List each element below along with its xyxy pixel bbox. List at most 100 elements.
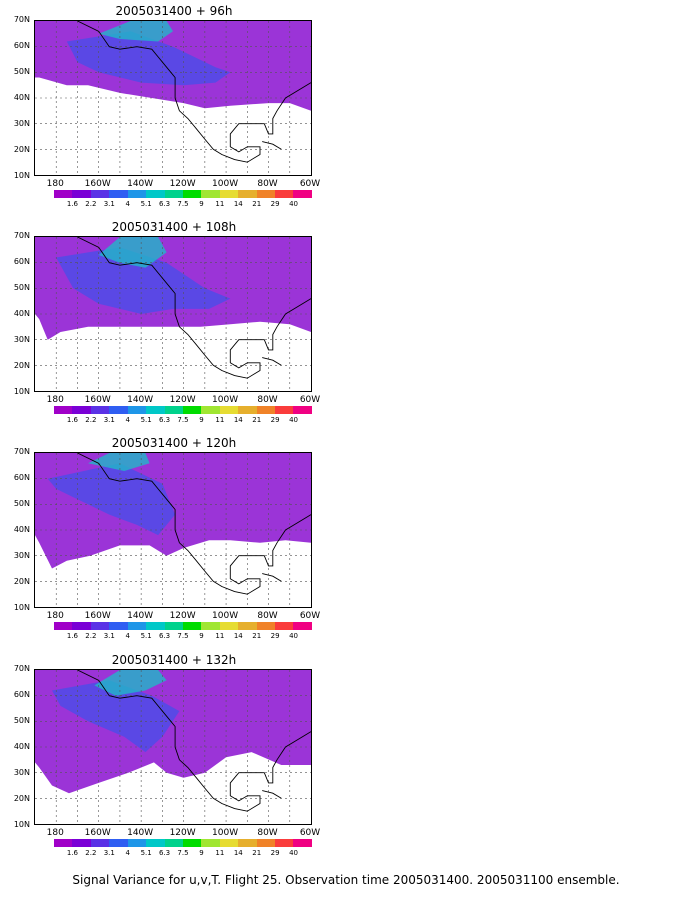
colorbar-label: 29 <box>270 849 280 857</box>
colorbar-label: 2.2 <box>85 849 97 857</box>
colorbar-swatch <box>54 190 73 198</box>
colorbar <box>54 839 312 847</box>
map-plot <box>35 237 311 391</box>
lon-tick-label: 80W <box>257 828 278 838</box>
variance-map <box>34 236 312 392</box>
colorbar-swatch <box>127 839 147 847</box>
island-outline <box>262 141 282 150</box>
colorbar-label: 11 <box>215 200 225 208</box>
lat-tick-label: 60N <box>13 41 30 50</box>
colorbar-label: 1.6 <box>66 416 78 424</box>
map-panel: 2005031400 + 108h 70N 60N 50N 40N 30N 20N 10N 18… <box>0 220 340 435</box>
colorbar-label: 9 <box>199 200 204 208</box>
lon-tick-label: 120W <box>169 611 196 621</box>
coastline <box>77 237 311 379</box>
colorbar-swatch <box>109 622 128 630</box>
colorbar-label: 9 <box>199 632 204 640</box>
colorbar-label: 5.1 <box>140 416 152 424</box>
panel-title: 2005031400 + 108h <box>111 220 237 234</box>
coastline <box>77 670 311 812</box>
colorbar-swatch <box>182 190 202 198</box>
colorbar-swatch <box>201 406 220 414</box>
colorbar-swatch <box>164 190 183 198</box>
colorbar-label: 5.1 <box>140 632 152 640</box>
colorbar-swatch <box>54 839 73 847</box>
colorbar-swatch <box>219 622 239 630</box>
colorbar-swatch <box>201 190 220 198</box>
lat-tick-label: 20N <box>13 145 30 154</box>
colorbar-swatch <box>90 622 110 630</box>
panel-title: 2005031400 + 132h <box>111 653 237 667</box>
colorbar-label: 11 <box>215 632 225 640</box>
colorbar-swatch <box>109 406 128 414</box>
colorbar-swatch <box>72 622 91 630</box>
colorbar-swatch <box>256 406 276 414</box>
lon-tick-label: 100W <box>212 828 239 838</box>
colorbar-label: 21 <box>252 849 262 857</box>
lon-tick-label: 60W <box>299 611 321 621</box>
colorbar-swatch <box>293 839 312 847</box>
colorbar-swatch <box>72 839 91 847</box>
colorbar-swatch <box>275 190 294 198</box>
colorbar-label: 9 <box>199 416 204 424</box>
lon-tick-label: 160W <box>84 828 111 838</box>
colorbar-swatch <box>256 839 276 847</box>
colorbar-label: 11 <box>215 849 225 857</box>
lon-tick-label: 180 <box>46 828 64 838</box>
lon-tick-label: 120W <box>169 179 196 189</box>
colorbar <box>54 622 312 630</box>
variance-map <box>34 20 312 176</box>
colorbar-swatch <box>146 839 165 847</box>
colorbar-label: 21 <box>252 632 262 640</box>
colorbar-label: 2.2 <box>85 416 97 424</box>
lat-tick-label: 70N <box>13 664 30 673</box>
island-outline <box>262 357 282 366</box>
colorbar <box>54 406 312 414</box>
lat-tick-label: 40N <box>13 93 30 102</box>
lat-tick-label: 10N <box>13 820 30 829</box>
lat-tick-label: 70N <box>13 447 30 456</box>
colorbar-swatch <box>127 622 147 630</box>
panel-title: 2005031400 + 120h <box>111 436 237 450</box>
colorbar-swatch <box>275 406 294 414</box>
colorbar-label: 3.1 <box>103 849 115 857</box>
lat-tick-label: 10N <box>13 171 30 180</box>
colorbar-label: 6.3 <box>158 632 171 640</box>
lat-tick-label: 60N <box>13 473 30 482</box>
colorbar-swatch <box>201 622 220 630</box>
lon-tick-label: 80W <box>257 179 278 189</box>
cyan-variance-field <box>94 670 167 696</box>
lat-tick-label: 50N <box>13 499 30 508</box>
panel-title: 2005031400 + 96h <box>115 4 233 18</box>
lat-tick-label: 70N <box>13 231 30 240</box>
colorbar-swatch <box>219 190 239 198</box>
lon-tick-label: 80W <box>257 395 278 405</box>
map-plot <box>35 453 311 607</box>
lat-tick-label: 10N <box>13 387 30 396</box>
colorbar-label: 21 <box>252 200 262 208</box>
colorbar <box>54 190 312 198</box>
island-outline <box>262 790 282 799</box>
colorbar-label: 6.3 <box>158 200 171 208</box>
colorbar-label: 29 <box>270 200 280 208</box>
colorbar-label: 5.1 <box>140 849 152 857</box>
lon-tick-label: 180 <box>46 395 64 405</box>
colorbar-label: 2.2 <box>85 632 97 640</box>
colorbar-label: 29 <box>270 416 280 424</box>
lon-tick-label: 60W <box>299 828 321 838</box>
colorbar-swatch <box>182 839 202 847</box>
colorbar-swatch <box>219 839 239 847</box>
lat-tick-label: 60N <box>13 257 30 266</box>
lat-tick-label: 40N <box>13 525 30 534</box>
blue-variance-field <box>47 463 176 536</box>
lat-tick-label: 20N <box>13 577 30 586</box>
colorbar-label: 4 <box>125 849 130 857</box>
lon-tick-label: 140W <box>127 395 154 405</box>
colorbar-label: 4 <box>125 632 130 640</box>
colorbar-label: 21 <box>252 416 262 424</box>
colorbar-swatch <box>201 839 220 847</box>
colorbar-label: 14 <box>233 200 243 208</box>
colorbar-label: 3.1 <box>103 632 115 640</box>
lat-tick-label: 30N <box>13 768 30 777</box>
map-plot <box>35 21 311 175</box>
